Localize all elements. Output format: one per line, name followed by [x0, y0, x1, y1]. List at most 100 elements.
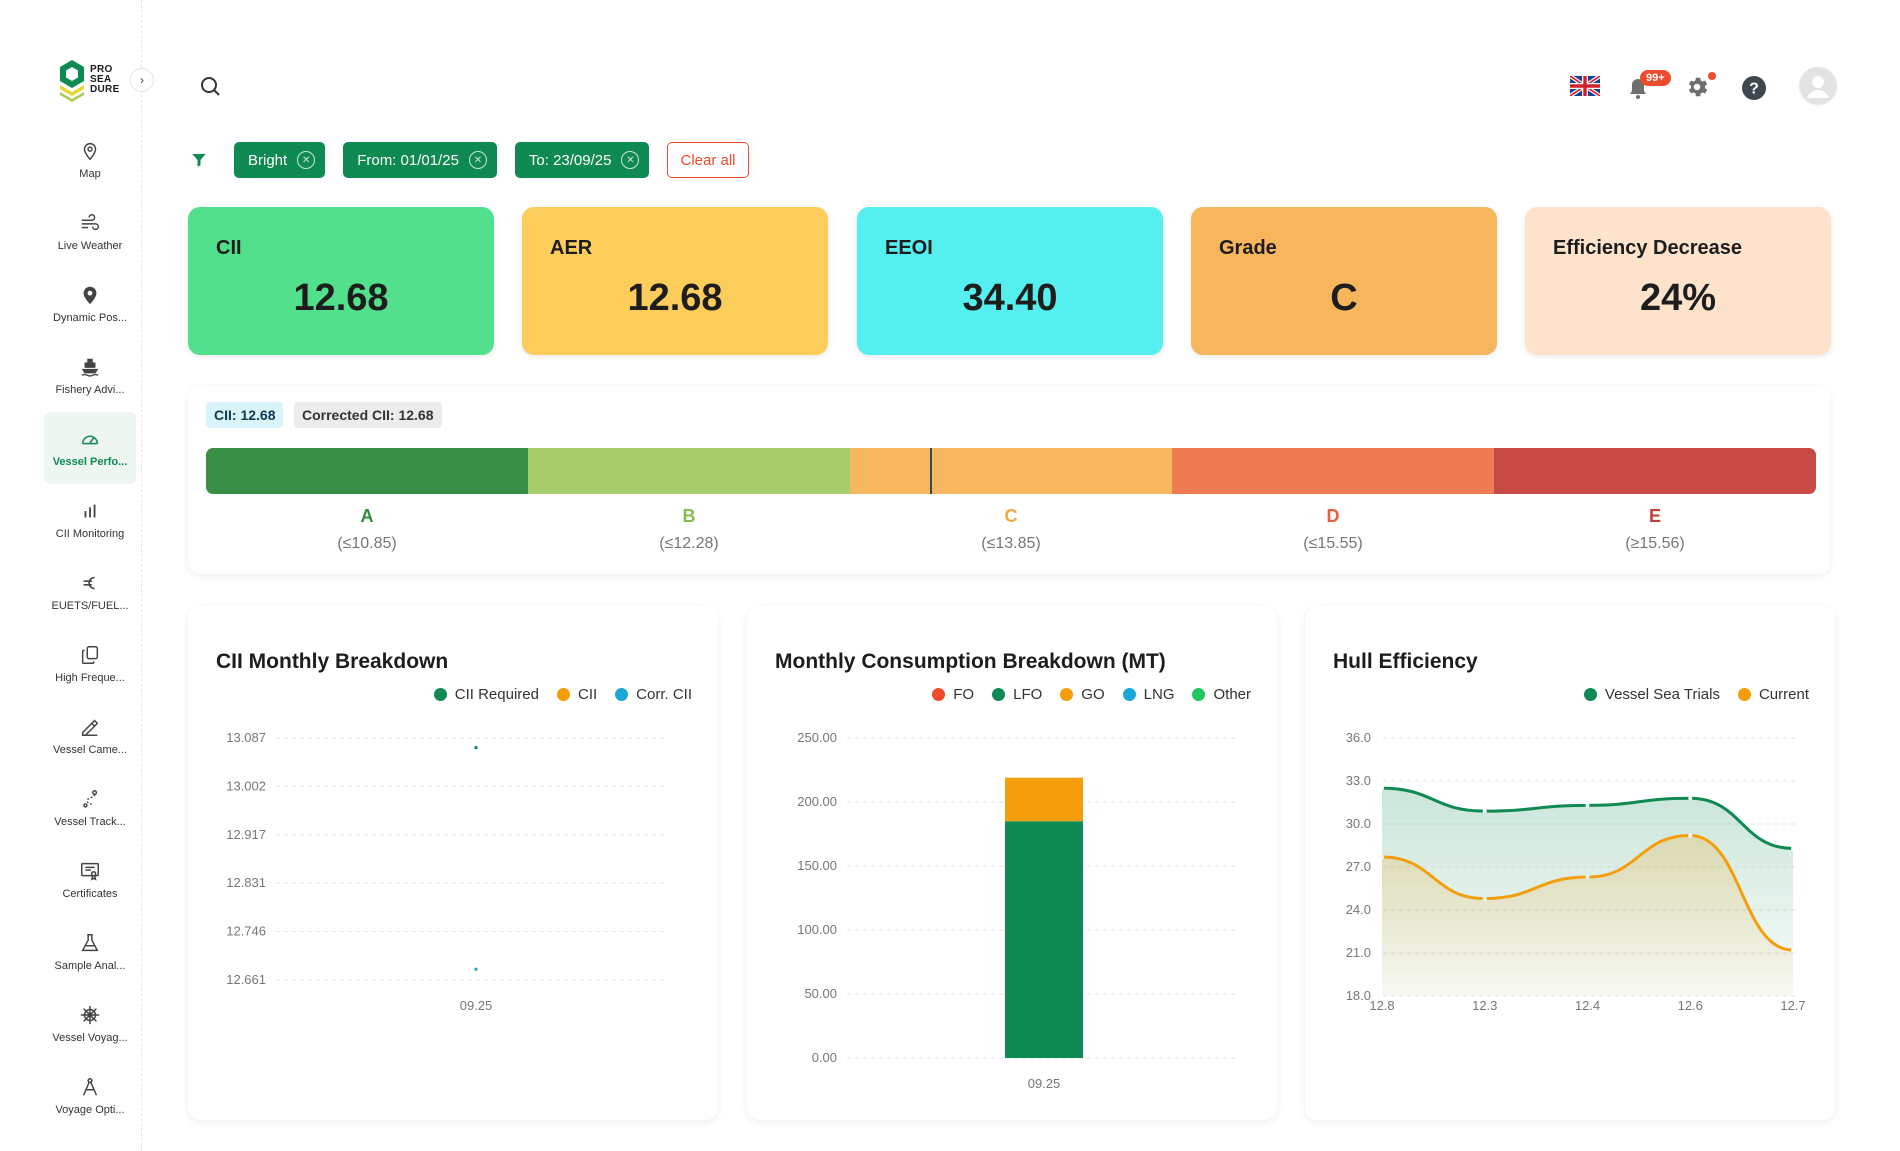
y-tick-label: 250.00	[797, 730, 837, 745]
location-icon	[83, 286, 97, 305]
kpi-value: C	[1330, 277, 1358, 319]
certificate-icon	[81, 862, 99, 881]
cii-marker	[930, 448, 932, 494]
kpi-value: 12.68	[627, 277, 723, 319]
helm-icon	[80, 1005, 100, 1025]
sidebar-item-label: Live Weather	[57, 240, 123, 252]
kpi-title: Grade	[1219, 237, 1277, 259]
chip-label: From: 01/01/25	[357, 151, 459, 169]
y-tick-label: 21.0	[1346, 945, 1371, 960]
filter-chip-from-date[interactable]: From: 01/01/25 ✕	[343, 142, 497, 178]
logo-mark-icon	[60, 60, 84, 102]
sidebar-item-cii-monitoring[interactable]: CII Monitoring	[44, 484, 136, 556]
y-tick-label: 30.0	[1346, 816, 1371, 831]
grade-segment-d	[1172, 448, 1494, 494]
filter-chip-to-date[interactable]: To: 23/09/25 ✕	[514, 142, 650, 178]
sidebar-item-voyage-optimization[interactable]: Voyage Opti...	[44, 1060, 136, 1132]
sidebar-item-vessel-voyage[interactable]: Vessel Voyag...	[44, 988, 136, 1060]
avatar-icon	[1798, 66, 1838, 106]
filter-chip-vessel[interactable]: Bright ✕	[234, 142, 326, 178]
legend-item[interactable]: FO	[932, 686, 974, 703]
scatter-point	[474, 746, 478, 750]
svg-text:?: ?	[1749, 81, 1759, 98]
sidebar-item-vessel-camera[interactable]: Vessel Came...	[44, 700, 136, 772]
area-fill-1	[1382, 835, 1793, 996]
legend-item[interactable]: Vessel Sea Trials	[1583, 686, 1720, 703]
sidebar-item-live-weather[interactable]: Live Weather	[44, 196, 136, 268]
clear-all-button[interactable]: Clear all	[667, 142, 749, 178]
y-tick-label: 27.0	[1346, 859, 1371, 874]
legend-item[interactable]: Corr. CII	[615, 686, 692, 703]
sidebar-item-label: Vessel Came...	[53, 744, 127, 756]
copy-icon	[81, 646, 99, 664]
help-button[interactable]: ?	[1740, 74, 1768, 107]
x-tick-label: 12.6	[1678, 998, 1703, 1013]
sidebar-item-fishery-advi[interactable]: Fishery Advi...	[44, 340, 136, 412]
cii-monthly-plot: 13.087 13.002 12.917 12.831 12.746 12.661 09.2…	[226, 730, 668, 1013]
kpi-card-eeoi: EEOI 34.40	[857, 207, 1163, 355]
grade-segment-c	[850, 448, 1172, 494]
close-icon[interactable]: ✕	[468, 151, 487, 169]
y-tick-label: 200.00	[797, 794, 837, 809]
close-icon[interactable]: ✕	[297, 151, 316, 169]
sidebar-item-vessel-tracking[interactable]: Vessel Track...	[44, 772, 136, 844]
sidebar-item-label: Fishery Advi...	[55, 384, 125, 396]
x-tick-label: 12.3	[1472, 998, 1497, 1013]
sidebar-item-map[interactable]: Map	[44, 124, 136, 196]
logo[interactable]: PRO SEA DURE	[58, 56, 128, 104]
series-point	[1791, 948, 1795, 953]
filter-icon[interactable]	[190, 151, 208, 169]
sidebar-item-vessel-performance[interactable]: Vessel Perfo...	[44, 412, 136, 484]
search-icon[interactable]	[198, 74, 222, 98]
sidebar-nav: Map Live Weather Dynamic Pos... Fishery …	[44, 124, 136, 1132]
series-point	[1585, 803, 1590, 808]
sidebar-item-dynamic-pos[interactable]: Dynamic Pos...	[44, 268, 136, 340]
legend-item[interactable]: LNG	[1122, 686, 1174, 703]
user-avatar[interactable]	[1798, 66, 1838, 111]
chart-title: CII Monthly Breakdown	[216, 650, 449, 673]
kpi-title: AER	[550, 237, 593, 259]
legend-item[interactable]: Current	[1737, 686, 1809, 703]
language-flag-icon[interactable]	[1568, 74, 1602, 101]
grade-bar	[206, 448, 1816, 494]
route-icon	[83, 790, 98, 808]
legend-item[interactable]: CII Required	[433, 686, 539, 703]
kpi-value: 24%	[1639, 277, 1717, 319]
series-point	[1585, 875, 1590, 880]
kpi-title: EEOI	[885, 237, 933, 259]
legend-item[interactable]: Other	[1192, 686, 1251, 703]
notifications-button[interactable]: 99+	[1626, 70, 1671, 104]
help-icon: ?	[1742, 76, 1766, 100]
chip-label: Bright	[248, 151, 288, 169]
sidebar-item-label: Sample Anal...	[54, 960, 126, 972]
y-tick-label: 150.00	[797, 858, 837, 873]
sidebar-item-certificates[interactable]: Certificates	[44, 844, 136, 916]
gear-icon	[1688, 77, 1708, 97]
series-point	[1380, 854, 1384, 859]
chart-card-hull-efficiency: Hull Efficiency Vessel Sea Trials Curren…	[1305, 606, 1835, 1120]
legend-item[interactable]: GO	[1060, 686, 1105, 703]
series-point	[1688, 796, 1693, 801]
bar-chart-icon	[84, 504, 96, 518]
corrected-cii-tag: Corrected CII: 12.68	[294, 402, 442, 428]
kpi-title: Efficiency Decrease	[1553, 237, 1743, 259]
legend-item[interactable]: CII	[556, 686, 597, 703]
kpi-card-efficiency-decrease: Efficiency Decrease 24%	[1525, 207, 1831, 355]
sidebar-item-high-frequency[interactable]: High Freque...	[44, 628, 136, 700]
sidebar-item-label: Vessel Voyag...	[52, 1032, 128, 1044]
grade-label-b: B (≤12.28)	[659, 506, 719, 552]
chart-title: Monthly Consumption Breakdown (MT)	[775, 650, 1166, 673]
scatter-point	[474, 967, 478, 971]
settings-button[interactable]	[1684, 72, 1716, 104]
series-point	[1482, 809, 1487, 814]
y-tick-label: 18.0	[1346, 988, 1371, 1003]
chip-label: To: 23/09/25	[528, 151, 612, 169]
grade-label-a: A (≤10.85)	[337, 506, 397, 552]
legend-item[interactable]: LFO	[992, 686, 1042, 703]
sidebar-item-label: Certificates	[62, 888, 118, 900]
filter-bar: Bright ✕ From: 01/01/25 ✕ To: 23/09/25 ✕ Cl…	[190, 142, 749, 178]
sidebar-item-euets-fuel[interactable]: EUETS/FUEL...	[44, 556, 136, 628]
close-icon[interactable]: ✕	[621, 151, 640, 169]
sidebar-item-sample-analysis[interactable]: Sample Anal...	[44, 916, 136, 988]
collapse-sidebar-button[interactable]: ›	[130, 68, 154, 92]
